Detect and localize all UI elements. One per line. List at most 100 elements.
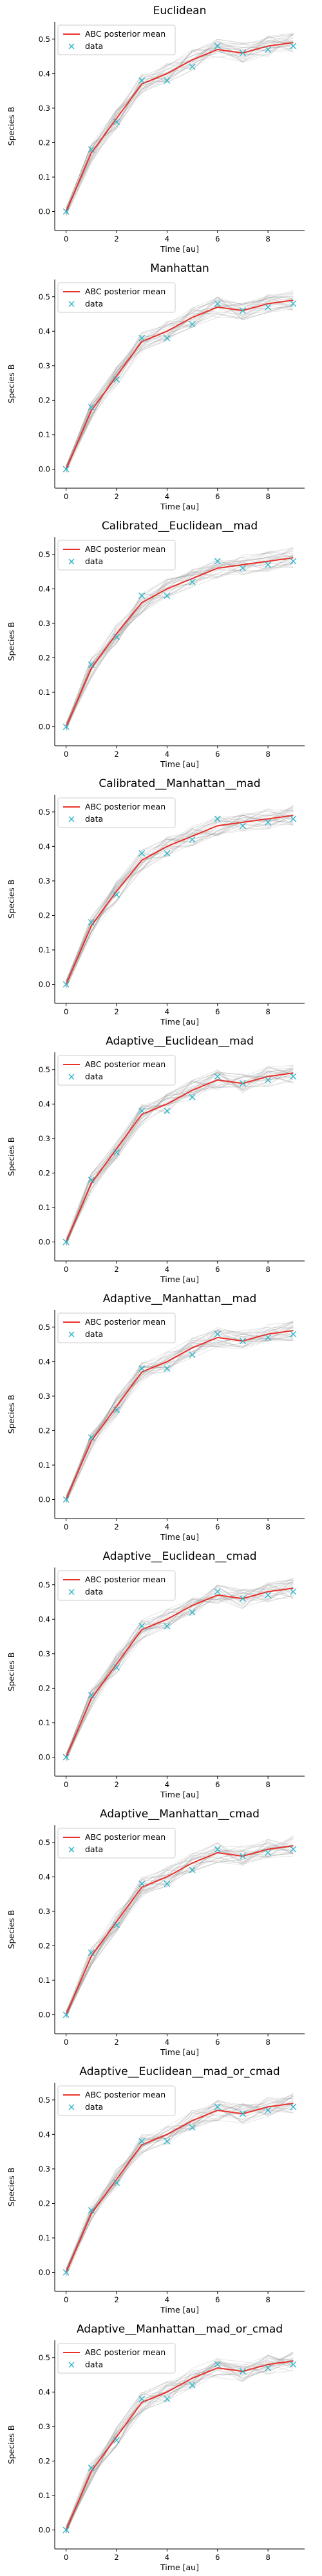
x-tick-label: 6 <box>215 2295 220 2304</box>
posterior-sample-line <box>66 2353 294 2532</box>
data-point <box>113 2437 120 2444</box>
posterior-sample-line <box>66 2107 294 2271</box>
legend-marker-swatch <box>68 816 75 822</box>
data-point <box>265 46 272 53</box>
chart-title: Adaptive__Manhattan__cmad <box>100 1808 260 1821</box>
series-line-posterior-mean <box>65 1072 294 1242</box>
posterior-sample-line <box>66 553 294 725</box>
posterior-sample-line <box>66 2355 294 2532</box>
legend-marker-swatch <box>68 2104 75 2110</box>
posterior-sample-line <box>66 554 294 723</box>
posterior-samples <box>66 1578 294 1762</box>
data-point <box>138 2396 146 2403</box>
legend: ABC posterior mean data <box>57 282 176 313</box>
posterior-sample-line <box>66 2360 294 2529</box>
posterior-sample-line <box>66 42 294 211</box>
data-point <box>62 1496 70 1503</box>
posterior-sample-line <box>66 2354 294 2533</box>
posterior-sample-line <box>66 2099 294 2272</box>
posterior-sample-line <box>66 1842 294 2014</box>
posterior-sample-line <box>66 1851 294 2018</box>
y-tick-label: 0.2 <box>39 653 50 662</box>
posterior-sample-line <box>66 1580 294 1756</box>
y-tick-label: 0.4 <box>39 2130 50 2139</box>
posterior-sample-line <box>66 1580 294 1756</box>
legend-label-posterior-mean: ABC posterior mean <box>85 1059 166 1069</box>
posterior-sample-line <box>66 555 294 727</box>
data-point <box>214 558 221 565</box>
posterior-sample-line <box>66 1320 294 1500</box>
posterior-sample-line <box>66 1327 294 1497</box>
data-point <box>239 1595 246 1602</box>
chart-panel-5: Adaptive__Euclidean__mad 0 2 4 6 8 0.0 0.1 0.2 0.… <box>6 1035 305 1284</box>
posterior-sample-line <box>66 1338 294 1501</box>
y-tick-label: 0.4 <box>39 1357 50 1366</box>
legend-label-data: data <box>85 556 103 566</box>
legend-box <box>57 2343 176 2374</box>
posterior-sample-line <box>66 1073 294 1242</box>
x-tick-label: 0 <box>64 1265 68 1274</box>
posterior-sample-line <box>66 2358 294 2530</box>
x-tick-label: 8 <box>266 2553 270 2562</box>
y-tick-label: 0.3 <box>39 619 50 628</box>
data-point <box>239 1080 246 1087</box>
posterior-sample-line <box>66 1067 294 1242</box>
posterior-sample-line <box>66 2095 294 2269</box>
y-tick-label: 0.0 <box>39 465 50 474</box>
posterior-sample-line <box>66 806 294 989</box>
y-tick-label: 0.5 <box>39 1323 50 1332</box>
posterior-sample-line <box>66 2359 294 2527</box>
x-tick-label: 8 <box>266 1007 270 1016</box>
x-tick-label: 6 <box>215 2553 220 2562</box>
data-point <box>138 1623 146 1630</box>
posterior-sample-line <box>66 1331 294 1500</box>
posterior-sample-line <box>66 1334 294 1503</box>
posterior-sample-line <box>66 1321 294 1499</box>
legend-marker-swatch <box>68 1846 75 1853</box>
posterior-sample-line <box>66 1320 294 1497</box>
legend-label-posterior-mean: ABC posterior mean <box>85 29 166 39</box>
posterior-sample-line <box>66 561 294 731</box>
data-point <box>290 815 297 822</box>
data-point <box>290 2103 297 2110</box>
posterior-sample-line <box>66 1076 294 1244</box>
posterior-sample-line <box>66 817 294 985</box>
legend: ABC posterior mean data <box>57 1828 176 1859</box>
posterior-sample-line <box>66 817 294 981</box>
data-point <box>164 1108 171 1115</box>
chart-panel-8: Adaptive__Manhattan__cmad 0 2 4 6 8 0.0 0.1 0.2 0… <box>6 1808 305 2057</box>
posterior-sample-line <box>66 2101 294 2269</box>
chart-title: Adaptive__Manhattan__mad_or_cmad <box>77 2323 283 2336</box>
x-tick-label: 8 <box>266 1265 270 1274</box>
posterior-sample-line <box>66 1066 294 1243</box>
data-point <box>164 592 171 600</box>
posterior-sample-line <box>66 2098 294 2275</box>
posterior-sample-line <box>66 35 294 209</box>
y-tick-label: 0.5 <box>39 808 50 817</box>
posterior-sample-line <box>66 296 294 468</box>
data-point <box>113 1149 120 1156</box>
x-tick-label: 8 <box>266 1780 270 1789</box>
posterior-sample-line <box>66 1839 294 2013</box>
x-tick-label: 4 <box>165 1522 169 1531</box>
y-axis-label: Species B <box>6 1137 16 1177</box>
data-point <box>214 1588 221 1595</box>
data-point <box>239 1338 246 1345</box>
posterior-sample-line <box>66 1069 294 1245</box>
data-point <box>113 118 120 126</box>
y-tick-label: 0.0 <box>39 207 50 216</box>
series-line-posterior-mean <box>65 1587 294 1757</box>
posterior-sample-line <box>66 2102 294 2277</box>
chart-title: Adaptive__Manhattan__mad <box>103 1293 257 1305</box>
data-point <box>62 2011 70 2018</box>
y-tick-label: 0.3 <box>39 361 50 370</box>
data-point <box>214 43 221 50</box>
posterior-sample-line <box>66 810 294 982</box>
posterior-sample-line <box>66 1849 294 2016</box>
posterior-sample-line <box>66 33 294 209</box>
y-tick-label: 0.1 <box>39 1203 50 1212</box>
y-tick-label: 0.3 <box>39 876 50 886</box>
x-tick-label: 2 <box>114 750 118 759</box>
posterior-sample-line <box>66 2105 294 2274</box>
posterior-sample-line <box>66 1587 294 1761</box>
